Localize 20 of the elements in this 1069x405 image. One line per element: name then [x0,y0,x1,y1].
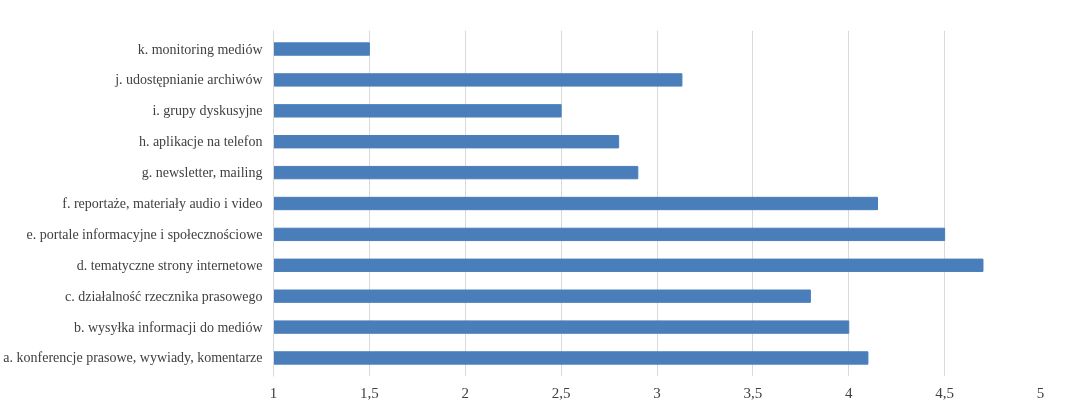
y-tick-label: e. portale informacyjne i społecznościowe [26,226,263,242]
y-tick-label: a. konferencje prasowe, wywiady, komentarze [3,350,263,366]
x-tick-label: 4,5 [935,384,954,401]
y-tick-label: g. newsletter, mailing [141,165,263,181]
x-tick-label: 1 [269,384,278,401]
x-tick-label: 3 [653,384,661,401]
y-tick-label: h. aplikacje na telefon [138,134,263,150]
y-tick-label: i. grupy dyskusyjne [152,103,263,119]
x-tick-label: 4 [845,384,853,401]
y-tick-label: b. wysyłka informacji do mediów [73,319,264,335]
x-tick-label: 3,5 [743,384,763,401]
y-tick-label: d. tematyczne strony internetowe [76,257,263,273]
x-tick-label: 2,5 [551,384,571,401]
x-tick-label: 2 [461,384,469,401]
x-tick-label: 1,5 [360,384,379,401]
y-tick-label: j. udostępnianie archiwów [114,72,264,88]
y-tick-label: c. działalność rzecznika prasowego [65,288,263,304]
y-tick-label: k. monitoring mediów [137,41,264,57]
y-tick-label: f. reportaże, materiały audio i video [62,196,263,211]
x-tick-label: 5 [1036,384,1045,401]
